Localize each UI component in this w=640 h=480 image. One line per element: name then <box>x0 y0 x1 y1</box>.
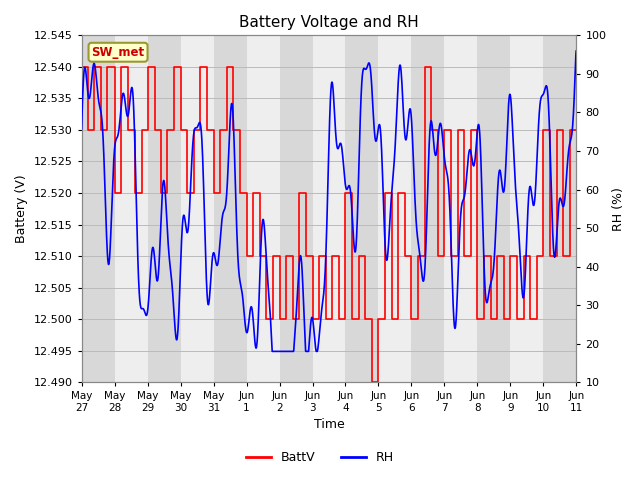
Y-axis label: RH (%): RH (%) <box>612 187 625 231</box>
Title: Battery Voltage and RH: Battery Voltage and RH <box>239 15 419 30</box>
Bar <box>180 36 214 382</box>
Bar <box>511 36 543 382</box>
Legend: BattV, RH: BattV, RH <box>241 446 399 469</box>
Bar <box>378 36 412 382</box>
Bar <box>444 36 477 382</box>
Bar <box>115 36 148 382</box>
Bar <box>246 36 280 382</box>
Y-axis label: Battery (V): Battery (V) <box>15 174 28 243</box>
Bar <box>312 36 346 382</box>
Text: SW_met: SW_met <box>92 46 145 59</box>
X-axis label: Time: Time <box>314 419 344 432</box>
